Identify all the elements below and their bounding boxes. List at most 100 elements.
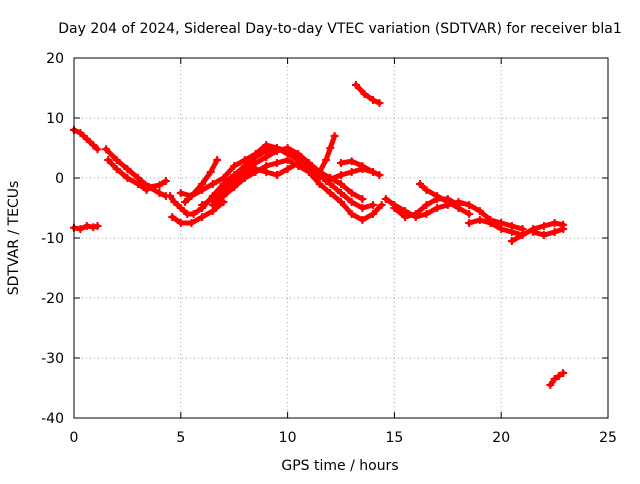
data-point [76,225,85,233]
series-arc-n [351,81,384,107]
data-point [416,180,425,188]
data-point [187,219,196,227]
data-point [176,204,185,212]
data-point [358,204,367,212]
x-tick-label: 25 [599,430,617,446]
data-point [294,159,303,167]
data-point [475,216,484,224]
data-point [465,201,474,209]
series-arc-s [507,219,568,245]
series-band [353,82,382,106]
series-band [547,370,566,388]
series-arc-t [529,225,568,239]
data-point [559,369,568,377]
data-point [337,159,345,167]
data-point [283,156,292,164]
data-point [486,219,495,227]
x-tick-label: 20 [492,430,510,446]
data-point [422,210,431,218]
series-band [338,158,376,175]
data-point [272,171,281,179]
data-point [550,228,559,236]
x-axis-label: GPS time / hours [281,458,398,474]
data-point [206,168,215,176]
data-point [198,213,207,221]
data-point [550,375,559,383]
data-point [443,198,452,206]
data-point [507,228,516,236]
y-tick-label: 10 [46,111,64,127]
series-arc-start-high [70,126,102,154]
data-point [213,156,222,164]
data-point [304,168,313,176]
data-point [189,210,198,218]
data-point [198,180,207,188]
data-point [411,210,420,218]
series-arc-m [337,157,378,176]
data-point [123,174,132,182]
data-point [377,201,386,209]
data-point [240,171,249,179]
series-band [135,178,169,190]
data-point [433,192,442,200]
data-point [401,213,410,221]
data-point [360,90,369,98]
data-point [294,150,303,158]
y-tick-label: -40 [41,411,64,427]
data-point [112,165,121,173]
data-point [240,156,249,164]
data-point [539,231,548,239]
series-band [103,146,169,199]
data-point [390,204,399,212]
data-point [347,168,356,176]
data-point [155,181,164,190]
y-tick-label: -10 [41,231,64,247]
data-point [337,189,345,197]
data-point [187,192,196,200]
data-point [322,177,331,185]
data-point [465,219,474,227]
data-point [208,180,217,188]
data-point [230,177,239,185]
y-tick-label: -20 [41,291,64,307]
data-point [155,189,164,197]
data-point [219,192,228,200]
data-point [337,198,345,206]
data-point [454,204,463,212]
data-point [230,162,239,170]
data-point [529,228,538,236]
series-arc-q [416,180,474,218]
y-tick-label: -30 [41,351,64,367]
series-arc-j [230,159,303,185]
data-point [375,99,384,107]
data-point [358,162,367,170]
y-tick-label: 0 [55,171,64,187]
series-arc-a [102,145,170,200]
data-point [219,174,228,182]
data-point [539,222,548,230]
series-arc-start-low [70,222,102,233]
data-point [144,183,153,191]
data-point [369,201,378,209]
series-arc-c [134,177,170,191]
data-point [375,171,384,179]
data-points [70,81,568,389]
data-point [381,195,390,203]
data-point [104,156,113,164]
data-point [262,141,271,149]
data-point [347,198,356,206]
data-point [326,144,335,152]
data-point [251,165,260,173]
x-tick-label: 10 [279,430,297,446]
data-point [304,159,313,167]
grid [74,58,608,418]
data-point [559,225,568,233]
data-point [166,192,175,200]
series-arc-g [181,156,222,206]
data-point [518,231,527,239]
data-point [82,135,91,143]
data-point [507,237,516,245]
series-band [530,226,566,238]
